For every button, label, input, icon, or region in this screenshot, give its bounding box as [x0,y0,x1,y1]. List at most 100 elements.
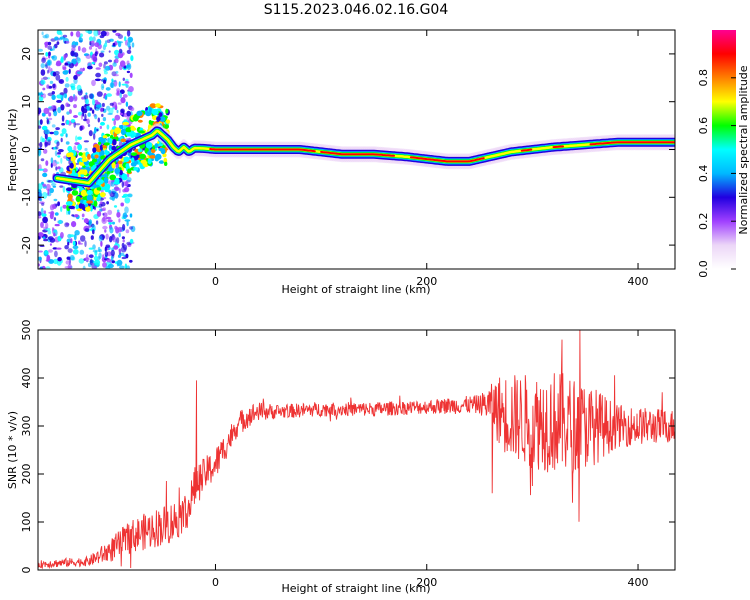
spectrogram-cell [61,122,65,126]
spectrogram-cell [49,243,53,246]
spectrogram-cell [71,190,79,196]
spectrogram-cell [45,160,49,166]
spectrogram-cell [46,138,51,142]
spectrogram-cell [46,59,53,66]
spectrogram-cell [129,106,135,112]
spectrogram-cell [98,203,103,208]
spectrogram-cell [108,50,111,53]
spectrogram-cell [105,65,111,71]
spectrogram-cell [55,74,61,81]
spectrogram-cell [42,216,48,224]
spectrogram-cell [65,102,69,108]
spectrogram-cell [122,212,128,219]
spectrogram-cell [68,152,74,158]
spectrogram-cell [68,95,74,103]
spectrogram-cell [120,97,126,104]
spectrogram-cell [78,45,81,52]
spectrogram-cell [86,254,89,260]
spectrogram-cell [38,107,42,115]
spectrogram-cell [65,40,70,44]
spectrogram-cell [119,112,123,116]
spectrogram-cell [107,209,113,216]
spectrogram-cell [62,66,67,71]
spectrogram-cell [119,92,122,99]
spectrogram-cell [39,198,43,202]
spectrogram-cell [102,135,108,139]
spectrogram-cell [41,57,46,63]
spectrogram-cell [125,229,130,234]
spectrogram-cell [102,225,108,230]
spectrogram-cell [40,79,46,85]
spectrogram-cell [67,61,72,65]
spectrogram-cell [100,83,105,91]
spectrogram-cell [103,79,107,84]
spectrogram-cell [87,112,91,117]
spectrogram-cell [70,31,74,37]
spectrogram-cell [75,41,79,46]
spectrogram-cell [64,54,68,59]
spectrogram-cell [122,189,127,193]
spectrogram-y-axis-label: Frequency (Hz) [6,109,19,192]
spectrogram-cell [90,235,94,240]
snr-y-axis-label: SNR (10 * v/v) [6,411,19,489]
spectrogram-cell [82,105,87,110]
spectrogram-cell [155,103,161,108]
spectrogram-cell [84,240,87,248]
spectrogram-cell [111,80,117,83]
spectrogram-cell [53,130,59,136]
spectrogram-cell [94,266,97,269]
spectrogram-cell [64,40,67,44]
spectrogram-cell [114,49,120,56]
spectrogram-cell [99,151,105,156]
spectrogram-cell [56,41,60,45]
spectrogram-cell [124,197,131,204]
spectrogram-cell [71,221,77,228]
spectrogram-cell [86,200,93,204]
spectrogram-cell [67,241,70,246]
spectrogram-cell [119,169,123,176]
y-tick-label: 400 [20,368,33,389]
spectrogram-cell [160,148,166,155]
spectrogram-cell [108,59,112,63]
spectrogram-cell [41,213,47,217]
spectrogram-cell [114,127,122,134]
spectrogram-cell [68,62,75,69]
spectrogram-cell [120,138,127,143]
spectrogram-cell [60,157,63,164]
spectrogram-cell [81,157,88,162]
spectrogram-cell [125,163,130,169]
spectrogram-cell [117,41,122,48]
spectrogram-cell [61,115,65,122]
spectrogram-cell [71,85,76,91]
spectrogram-cell [38,232,44,237]
spectrogram-cell [103,142,110,146]
spectrogram-cell [67,193,73,200]
spectrogram-cell [103,177,109,184]
spectrogram-cell [88,46,93,50]
spectrogram-cell [99,208,103,212]
spectrogram-cell [60,137,63,143]
spectrogram-cell [45,142,49,147]
spectrogram-cell [71,214,75,217]
spectrogram-cell [121,181,125,188]
spectrogram-cell [157,143,164,147]
y-tick-label: 0 [20,567,33,574]
spectrogram-cell [71,58,77,65]
spectrogram-cell [91,61,95,65]
spectrogram-cell [66,111,70,115]
spectrogram-cell [81,217,84,220]
spectrogram-cell [109,82,115,89]
spectrogram-cell [96,187,102,191]
spectrogram-cell [101,113,104,117]
spectrogram-cell [151,148,156,153]
spectrogram-cell [53,198,58,202]
spectrogram-cell [95,220,99,225]
spectrogram-cell [74,230,80,236]
spectrogram-cell [65,201,73,206]
spectrogram-cell [122,223,126,231]
spectrogram-cell [84,113,87,120]
spectrogram-cell [112,62,117,67]
spectrogram-cell [91,54,97,61]
spectrogram-cell [127,41,131,48]
spectrogram-cell [129,259,133,263]
